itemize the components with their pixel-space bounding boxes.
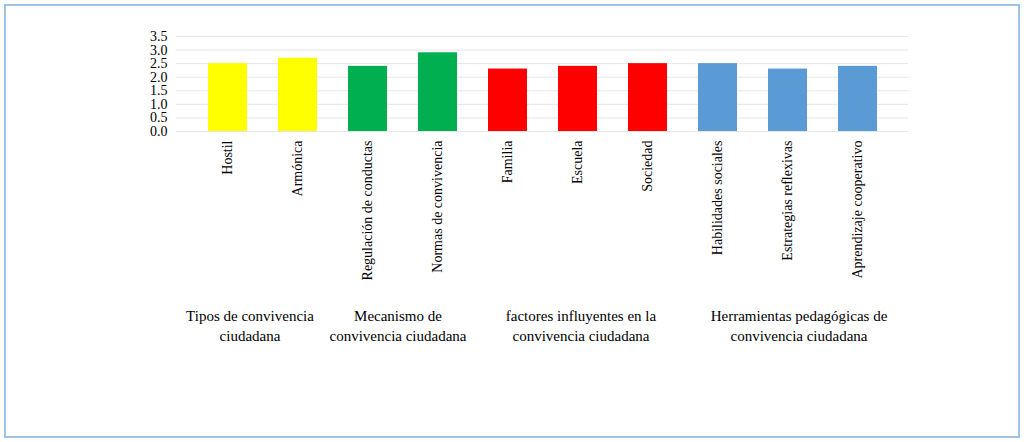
svg-text:Estrategias reflexivas: Estrategias reflexivas	[780, 141, 795, 261]
html-text:Tipos de convivencia ciudadana: Tipos de convivencia ciudadana	[186, 308, 314, 345]
svg-text:Familia: Familia	[500, 140, 515, 184]
svg-text:1.5: 1.5	[150, 83, 168, 98]
svg-text:0.0: 0.0	[150, 124, 168, 139]
html-text:Mecanismo de convivencia ciuda: Mecanismo de convivencia ciudadana	[329, 308, 467, 345]
html-text:factores influyentes en la con: factores influyentes en la convivencia c…	[505, 308, 657, 345]
svg-text:0.5: 0.5	[150, 110, 168, 125]
svg-text:3.0: 3.0	[150, 43, 168, 58]
svg-text:Normas de convivencia: Normas de convivencia	[430, 140, 445, 273]
svg-text:2.5: 2.5	[150, 56, 168, 71]
svg-text:Sociedad: Sociedad	[640, 141, 655, 192]
svg-text:Habilidades sociales: Habilidades sociales	[710, 141, 725, 256]
svg-text:Armónica: Armónica	[290, 140, 305, 197]
svg-text:1.0: 1.0	[150, 97, 168, 112]
svg-text:Aprendizaje cooperativo: Aprendizaje cooperativo	[850, 141, 865, 279]
svg-text:2.0: 2.0	[150, 70, 168, 85]
svg-text:Hostil: Hostil	[220, 140, 235, 174]
html-text:Herramientas pedagógicas de co: Herramientas pedagógicas de convivencia …	[710, 308, 888, 345]
svg-text:Regulación de conductas: Regulación de conductas	[360, 141, 375, 281]
svg-text:3.5: 3.5	[150, 29, 168, 44]
svg-text:Escuela: Escuela	[570, 140, 585, 184]
